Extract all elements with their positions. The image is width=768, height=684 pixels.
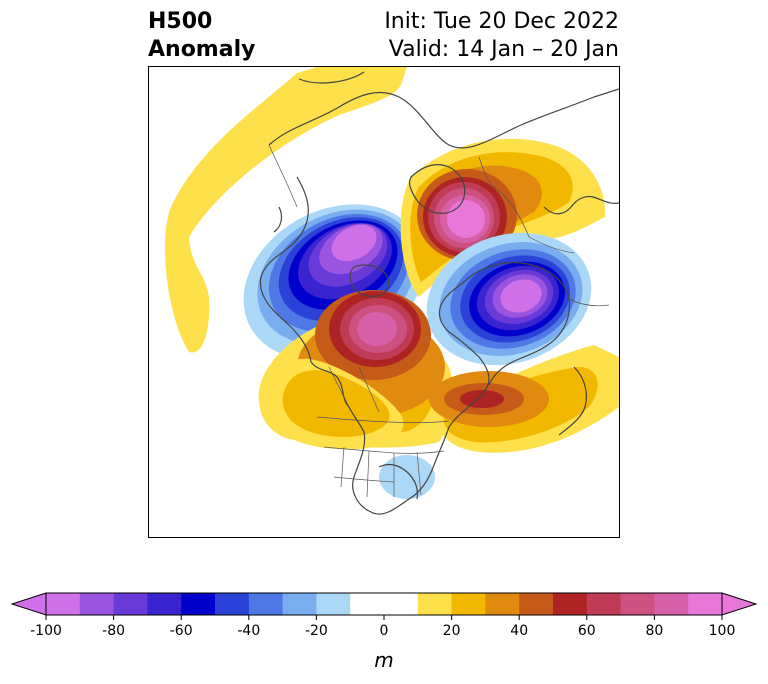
colorbar-segment bbox=[181, 593, 216, 615]
colorbar-segment bbox=[553, 593, 588, 615]
colorbar-segment bbox=[519, 593, 554, 615]
title-variable: H500 bbox=[148, 9, 213, 34]
colorbar-tick-label: 60 bbox=[578, 623, 596, 639]
anomaly-atlantic-positive bbox=[429, 345, 619, 453]
anomaly-pacific-positive bbox=[164, 67, 407, 353]
colorbar-segment bbox=[654, 593, 689, 615]
colorbar-tick-label: -100 bbox=[30, 623, 62, 639]
colorbar-segment bbox=[417, 593, 453, 615]
colorbar-segment bbox=[350, 593, 419, 615]
anomaly-barents-positive bbox=[400, 138, 606, 297]
colorbar-segment bbox=[451, 593, 486, 615]
valid-range: Valid: 14 Jan – 20 Jan bbox=[388, 37, 619, 62]
colorbar-segment bbox=[215, 593, 250, 615]
colorbar-tick-label: -40 bbox=[237, 623, 260, 639]
colorbar-segment bbox=[248, 593, 284, 615]
colorbar-segment bbox=[79, 593, 115, 615]
colorbar-tick-label: 40 bbox=[510, 623, 528, 639]
colorbar-tick-label: 80 bbox=[645, 623, 663, 639]
colorbar-segment bbox=[282, 593, 317, 615]
colorbar-unit-label: m bbox=[374, 648, 394, 672]
colorbar-segment bbox=[316, 593, 351, 615]
colorbar-tick-label: -60 bbox=[170, 623, 193, 639]
colorbar-tick-label: -20 bbox=[305, 623, 328, 639]
anomaly-map-svg bbox=[164, 67, 619, 515]
coastlines bbox=[259, 71, 619, 515]
anomaly-contours bbox=[164, 67, 619, 499]
colorbar-extend-max bbox=[721, 592, 758, 616]
map-dates: Init: Tue 20 Dec 2022 Valid: 14 Jan – 20… bbox=[384, 8, 619, 64]
colorbar-tick-label: 100 bbox=[709, 623, 736, 639]
colorbar-segment bbox=[586, 593, 622, 615]
init-date: Init: Tue 20 Dec 2022 bbox=[384, 9, 619, 34]
colorbar-segment bbox=[485, 593, 520, 615]
colorbar: -100 -80 -60 -40 -20 0 20 40 60 80 100 bbox=[10, 592, 758, 639]
anomaly-map bbox=[148, 66, 620, 538]
colorbar-extend-min bbox=[10, 592, 47, 616]
map-title: H500 Anomaly bbox=[148, 8, 255, 64]
colorbar-segment bbox=[113, 593, 148, 615]
colorbar-tick-label: 20 bbox=[443, 623, 461, 639]
colorbar-segment bbox=[688, 593, 723, 615]
title-anomaly: Anomaly bbox=[148, 37, 256, 62]
colorbar-segment bbox=[147, 593, 182, 615]
borders bbox=[268, 144, 610, 498]
anomaly-us-negative bbox=[379, 455, 435, 499]
colorbar-tick-label: 0 bbox=[380, 623, 389, 639]
colorbar-tick-label: -80 bbox=[102, 623, 125, 639]
colorbar-segment bbox=[46, 593, 81, 615]
colorbar-segment bbox=[620, 593, 655, 615]
